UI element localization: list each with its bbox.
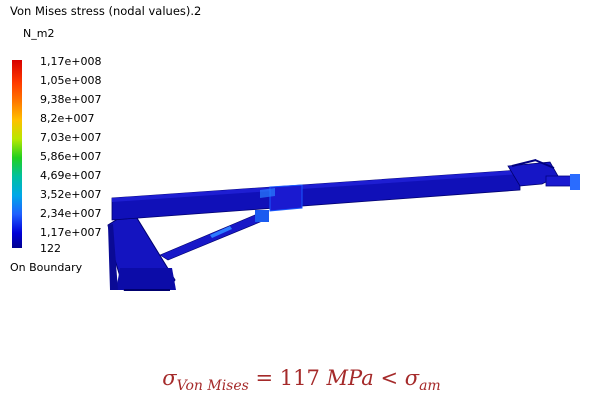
boom-hotspot (260, 188, 275, 198)
subscript-von-mises: Von Mises (176, 378, 249, 394)
sigma-symbol: σ (162, 366, 177, 390)
boom-sleeve (269, 184, 303, 212)
legend-value-5: 7,03e+007 (40, 131, 102, 144)
legend-value-3: 9,38e+007 (40, 93, 102, 106)
less-than: < (373, 366, 405, 390)
legend-value-8: 3,52e+007 (40, 188, 102, 201)
legend-value-7: 4,69e+007 (40, 169, 102, 182)
sigma-symbol-2: σ (404, 366, 420, 390)
legend-value-9: 2,34e+007 (40, 207, 102, 220)
legend-value-4: 8,2e+007 (40, 112, 95, 125)
legend-value-1: 1,17e+008 (40, 55, 102, 68)
legend-value-10: 1,17e+007 (40, 226, 102, 239)
color-scale-bar (12, 60, 22, 248)
unit-label: N_m2 (23, 27, 55, 40)
cylinder-highlight (210, 226, 232, 238)
pedestal-foot (116, 268, 176, 290)
legend-value-6: 5,86e+007 (40, 150, 102, 163)
result-title: Von Mises stress (nodal values).2 (10, 4, 202, 18)
pedestal-edge (108, 224, 118, 290)
unit-mpa: MPa (326, 366, 374, 390)
subscript-am: am (419, 378, 441, 394)
legend-value-2: 1,05e+008 (40, 74, 102, 87)
strut-joint (255, 210, 269, 222)
boom-top-face (112, 170, 520, 202)
equals-value: = 117 (255, 366, 327, 390)
stress-equation: σVon Mises = 117 MPa < σam (0, 366, 603, 394)
crane-stress-model[interactable] (80, 140, 600, 315)
on-boundary-label: On Boundary (10, 261, 83, 274)
main-boom (111, 169, 521, 221)
legend-value-11: 122 (40, 242, 61, 255)
